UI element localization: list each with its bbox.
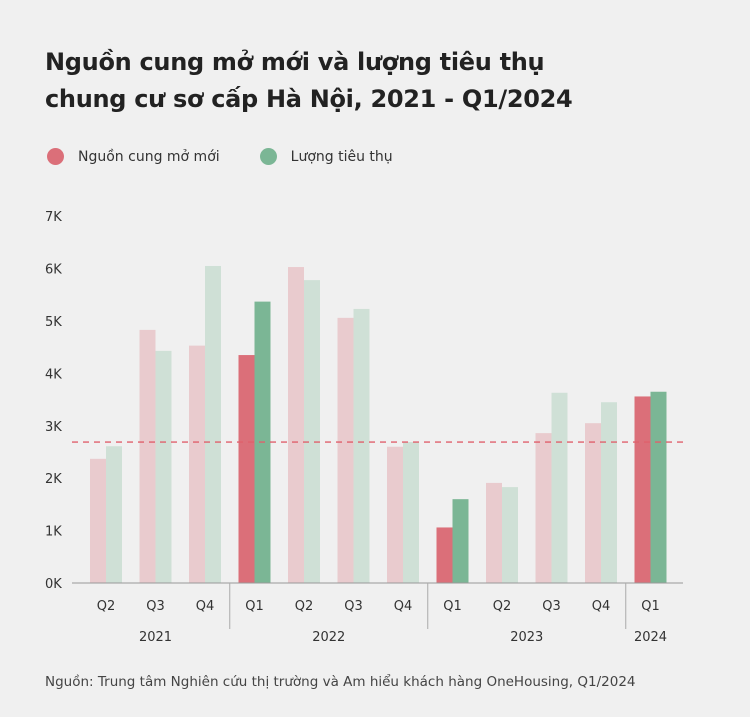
bar-supply xyxy=(387,446,403,583)
x-tick-label: Q1 xyxy=(245,599,264,614)
bar-sales xyxy=(155,350,172,583)
bar-supply xyxy=(535,433,552,583)
y-tick-label: 1K xyxy=(45,525,62,540)
bar-supply xyxy=(288,267,304,583)
bar-sales xyxy=(601,402,617,583)
y-tick-label: 0K xyxy=(45,577,62,592)
y-tick-label: 3K xyxy=(45,420,62,435)
y-tick-label: 5K xyxy=(45,315,62,330)
legend-item-sales: Lượng tiêu thụ xyxy=(259,148,393,165)
title-line-2: chung cư sơ cấp Hà Nội, 2021 - Q1/2024 xyxy=(45,85,573,113)
x-tick-label: Q3 xyxy=(542,599,561,614)
x-tick-label: Q1 xyxy=(641,599,660,614)
bar-sales xyxy=(205,265,221,583)
y-tick-label: 4K xyxy=(45,367,62,382)
year-label: 2023 xyxy=(510,630,543,645)
year-label: 2024 xyxy=(634,630,667,645)
bar-sales xyxy=(452,499,469,583)
y-tick-label: 2K xyxy=(45,472,62,487)
legend-swatch-supply xyxy=(47,148,64,165)
bar-supply xyxy=(486,482,502,583)
x-tick-label: Q1 xyxy=(443,599,462,614)
source-note: Nguồn: Trung tâm Nghiên cứu thị trường v… xyxy=(45,674,636,690)
y-tick-label: 7K xyxy=(45,210,62,225)
bar-supply xyxy=(634,396,651,583)
x-tick-label: Q2 xyxy=(97,599,116,614)
title-line-1: Nguồn cung mở mới và lượng tiêu thụ xyxy=(45,48,545,76)
y-tick-label: 6K xyxy=(45,263,62,278)
x-tick-label: Q3 xyxy=(146,599,165,614)
legend-label-sales: Lượng tiêu thụ xyxy=(290,148,393,165)
year-label: 2022 xyxy=(312,630,345,645)
chart-title: Nguồn cung mở mới và lượng tiêu thụ chun… xyxy=(45,44,573,118)
bar-supply xyxy=(189,345,205,583)
bar-sales xyxy=(403,442,419,583)
bar-sales xyxy=(551,392,568,583)
x-tick-label: Q2 xyxy=(295,599,314,614)
x-tick-label: Q3 xyxy=(344,599,363,614)
bar-supply xyxy=(139,329,156,583)
legend-item-supply: Nguồn cung mở mới xyxy=(47,148,220,165)
bar-sales xyxy=(502,487,518,583)
x-tick-label: Q2 xyxy=(493,599,512,614)
bar-supply xyxy=(337,317,354,583)
bar-supply xyxy=(90,458,106,583)
bar-supply xyxy=(585,423,601,583)
year-label: 2021 xyxy=(139,630,172,645)
bar-sales xyxy=(650,391,667,583)
legend: Nguồn cung mở mới Lượng tiêu thụ xyxy=(47,148,393,165)
bar-supply xyxy=(238,355,255,583)
bar-sales xyxy=(304,280,320,583)
bar-supply xyxy=(436,527,453,583)
bar-sales xyxy=(106,446,122,583)
x-tick-label: Q4 xyxy=(394,599,413,614)
bar-sales xyxy=(353,308,370,583)
legend-swatch-sales xyxy=(259,148,277,165)
x-tick-label: Q4 xyxy=(592,599,611,614)
legend-label-supply: Nguồn cung mở mới xyxy=(78,148,220,165)
x-tick-label: Q4 xyxy=(196,599,215,614)
